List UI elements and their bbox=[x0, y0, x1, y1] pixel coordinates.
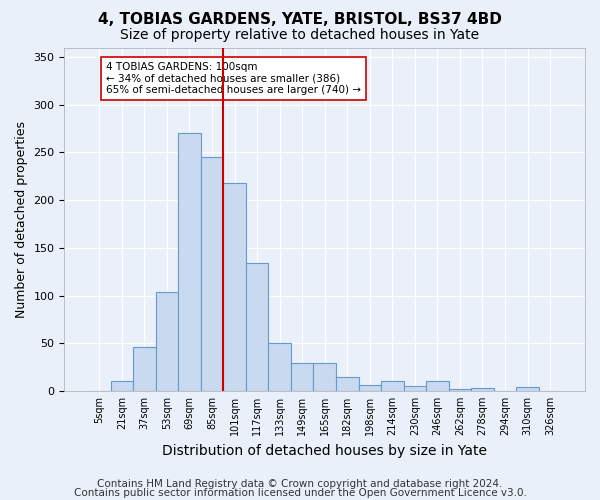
Bar bbox=[313, 364, 336, 391]
Text: Size of property relative to detached houses in Yate: Size of property relative to detached ho… bbox=[121, 28, 479, 42]
Bar bbox=[110, 382, 133, 391]
Bar bbox=[223, 183, 246, 391]
Y-axis label: Number of detached properties: Number of detached properties bbox=[15, 120, 28, 318]
Text: 4 TOBIAS GARDENS: 100sqm
← 34% of detached houses are smaller (386)
65% of semi-: 4 TOBIAS GARDENS: 100sqm ← 34% of detach… bbox=[106, 62, 361, 95]
Bar bbox=[133, 347, 155, 391]
X-axis label: Distribution of detached houses by size in Yate: Distribution of detached houses by size … bbox=[162, 444, 487, 458]
Bar bbox=[516, 387, 539, 391]
Bar bbox=[449, 389, 471, 391]
Bar bbox=[426, 382, 449, 391]
Bar bbox=[246, 263, 268, 391]
Bar bbox=[291, 364, 313, 391]
Bar bbox=[381, 382, 404, 391]
Bar bbox=[471, 388, 494, 391]
Bar bbox=[359, 385, 381, 391]
Text: Contains HM Land Registry data © Crown copyright and database right 2024.: Contains HM Land Registry data © Crown c… bbox=[97, 479, 503, 489]
Bar bbox=[404, 386, 426, 391]
Bar bbox=[201, 157, 223, 391]
Text: Contains public sector information licensed under the Open Government Licence v3: Contains public sector information licen… bbox=[74, 488, 526, 498]
Bar bbox=[268, 343, 291, 391]
Text: 4, TOBIAS GARDENS, YATE, BRISTOL, BS37 4BD: 4, TOBIAS GARDENS, YATE, BRISTOL, BS37 4… bbox=[98, 12, 502, 28]
Bar bbox=[336, 376, 359, 391]
Bar bbox=[178, 134, 201, 391]
Bar bbox=[155, 292, 178, 391]
